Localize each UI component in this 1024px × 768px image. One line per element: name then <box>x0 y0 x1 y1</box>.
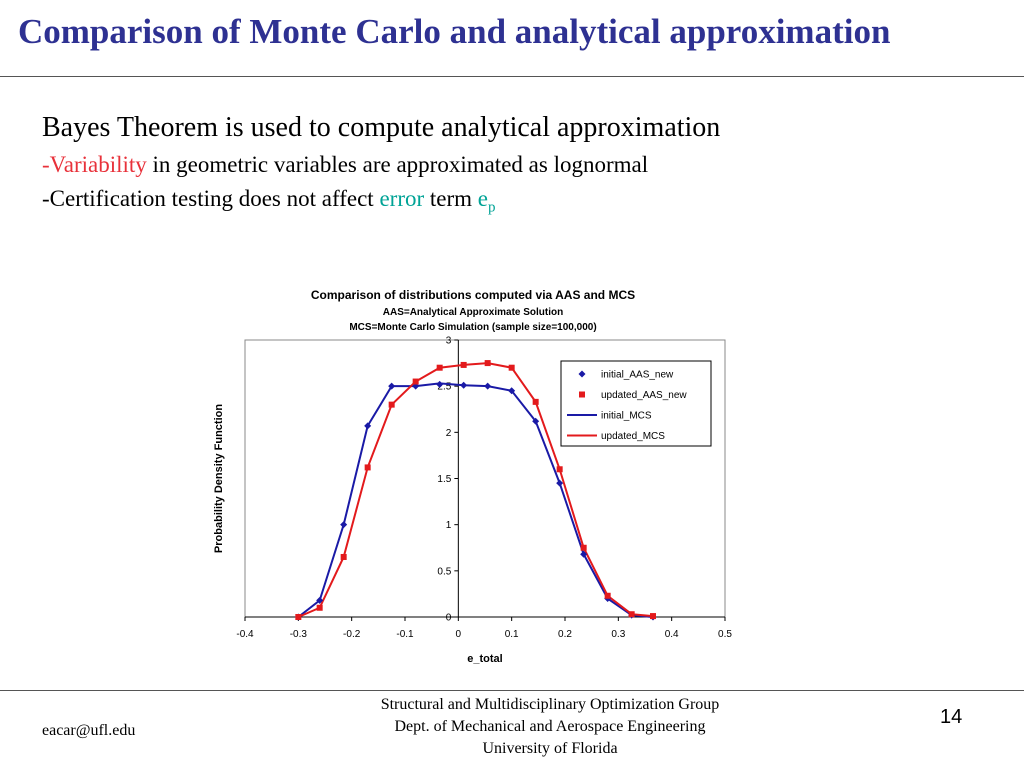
data-point-initial_AAS_new <box>364 422 372 430</box>
page-number: 14 <box>940 706 963 728</box>
data-point-updated_AAS_new <box>484 360 491 367</box>
data-point-initial_AAS_new <box>484 382 492 390</box>
data-point-updated_AAS_new <box>508 364 515 371</box>
y-axis-title: Probability Density Function <box>213 404 225 553</box>
variability-rest: in geometric variables are approximated … <box>146 152 649 177</box>
data-point-updated_AAS_new <box>364 464 371 471</box>
x-tick-label: 0 <box>456 629 462 640</box>
chart-subtitle-2: MCS=Monte Carlo Simulation (sample size=… <box>349 322 596 333</box>
data-point-updated_AAS_new <box>460 361 467 368</box>
footer-email: eacar@ufl.edu <box>42 722 136 739</box>
series-line-initial_MCS <box>297 382 654 618</box>
data-point-updated_AAS_new <box>604 592 611 599</box>
ep-letter: e <box>477 186 489 211</box>
legend-box <box>560 360 712 447</box>
x-tick-label: -0.1 <box>396 629 414 640</box>
legend-label-initial_AAS_new: initial_AAS_new <box>601 370 674 381</box>
pdf-comparison-chart: Comparison of distributions computed via… <box>213 288 732 666</box>
ep-subscript: p <box>488 199 496 216</box>
data-point-updated_AAS_new <box>340 553 347 560</box>
x-tick-label: 0.3 <box>611 629 625 640</box>
plot-area: -0.4 -0.3 -0.2 -0.1 0 0.1 0.2 0.3 0.4 0.5 0 0.5 1 1.5… <box>213 336 732 666</box>
footer-line-2: Dept. of Mechanical and Aerospace Engine… <box>394 718 706 735</box>
data-point-initial_AAS_new <box>556 479 564 487</box>
x-tick-label: 0.5 <box>718 629 732 640</box>
data-point-initial_AAS_new <box>460 381 468 389</box>
variability-prefix: - <box>42 152 50 177</box>
data-point-updated_AAS_new <box>388 401 395 408</box>
certification-text: -Certification testing does not affect <box>42 186 380 211</box>
data-point-updated_AAS_new <box>295 614 302 620</box>
data-point-updated_AAS_new <box>556 466 563 473</box>
x-tick-label: 0.2 <box>558 629 572 640</box>
data-point-initial_AAS_new <box>508 387 516 395</box>
bullet-variability: -Variability in geometric variables are … <box>42 152 648 178</box>
y-tick-label: 3 <box>446 336 452 347</box>
x-tick-label: -0.2 <box>343 629 361 640</box>
data-point-updated_AAS_new <box>436 364 443 371</box>
x-axis-title: e_total <box>467 653 502 665</box>
data-point-updated_AAS_new <box>412 378 419 385</box>
series-line-updated_MCS <box>297 362 654 618</box>
x-tick-label: 0.1 <box>505 629 519 640</box>
y-tick-label: 2 <box>446 428 452 439</box>
y-tick-label: 2.5 <box>437 382 451 393</box>
term-text: term <box>424 186 478 211</box>
footer-line-3: University of Florida <box>482 740 618 757</box>
legend-label-initial_MCS: initial_MCS <box>601 411 652 422</box>
x-tick-label: 0.4 <box>665 629 679 640</box>
footer-affiliation: Structural and Multidisciplinary Optimiz… <box>300 694 800 760</box>
ep-symbol: ep <box>477 186 496 216</box>
legend-label-updated_AAS_new: updated_AAS_new <box>601 390 687 401</box>
x-tick-label: -0.4 <box>236 629 254 640</box>
error-highlight: error <box>379 186 425 211</box>
slide-title: Comparison of Monte Carlo and analytical… <box>18 12 891 51</box>
data-point-initial_AAS_new <box>388 382 396 390</box>
legend-label-updated_MCS: updated_MCS <box>601 431 665 442</box>
data-point-updated_AAS_new <box>316 604 323 611</box>
data-point-initial_AAS_new <box>316 596 324 604</box>
data-point-updated_AAS_new <box>628 611 635 618</box>
variability-highlight: Variability <box>49 152 147 177</box>
data-point-updated_AAS_new <box>650 613 656 620</box>
y-tick-label: 1.5 <box>437 474 451 485</box>
footer-line-1: Structural and Multidisciplinary Optimiz… <box>380 696 720 713</box>
data-point-initial_AAS_new <box>340 521 348 529</box>
legend-swatch-initial_AAS_new <box>578 370 586 378</box>
data-point-initial_AAS_new <box>580 550 588 558</box>
x-tick-label: -0.3 <box>290 629 308 640</box>
data-point-updated_AAS_new <box>532 398 539 405</box>
title-divider <box>0 76 1024 77</box>
legend-swatch-updated_AAS_new <box>579 391 585 398</box>
chart-subtitle-1: AAS=Analytical Approximate Solution <box>383 307 564 318</box>
footer-divider <box>0 690 1024 691</box>
bullet-bayes: Bayes Theorem is used to compute analyti… <box>42 112 721 143</box>
data-point-updated_AAS_new <box>580 544 587 551</box>
y-tick-label: 1 <box>446 520 452 531</box>
y-tick-label: 0.5 <box>437 566 451 577</box>
data-point-initial_AAS_new <box>532 417 540 425</box>
y-tick-label: 0 <box>446 613 452 624</box>
chart-title: Comparison of distributions computed via… <box>311 288 635 302</box>
bullet-certification: -Certification testing does not affect e… <box>42 186 496 217</box>
data-point-initial_AAS_new <box>436 380 444 388</box>
